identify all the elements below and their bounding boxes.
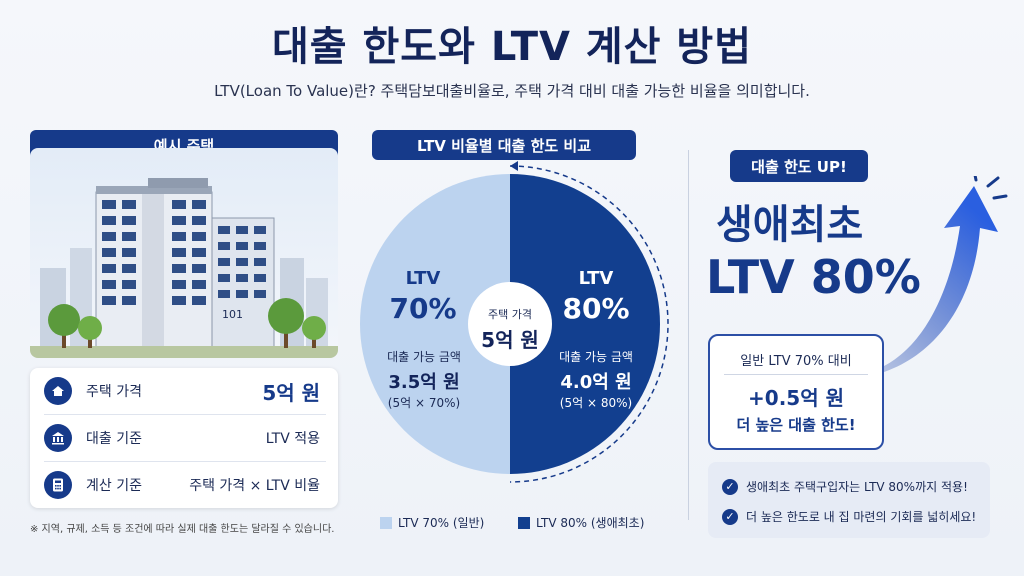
ltv80-formula: (5억 × 80%): [559, 396, 633, 410]
headline-ltv80: LTV 80%: [706, 250, 921, 304]
pie-half-70: [360, 174, 510, 474]
compare-value: +0.5억 원: [748, 386, 844, 410]
ltv80-label: LTV: [578, 268, 614, 289]
info-value: LTV 적용: [265, 431, 320, 447]
building-number: 101: [222, 308, 243, 321]
pie-half-80: [510, 174, 660, 474]
list-item: ✓ 생애최초 주택구입자는 LTV 80%까지 적용!: [722, 478, 968, 495]
center-label: 주택 가격: [488, 308, 532, 321]
legend-item-80: LTV 80% (생애최초): [518, 514, 644, 531]
pie-center: [468, 282, 552, 366]
up-arrow-icon: [870, 176, 1008, 376]
ltv70-pct: 70%: [389, 292, 457, 325]
ltv70-amount-label: 대출 가능 금액: [387, 350, 461, 364]
compare-title: 일반 LTV 70% 대비: [740, 354, 852, 369]
info-label: 주택 가격: [86, 384, 142, 400]
info-value: 주택 가격 × LTV 비율: [189, 478, 320, 494]
ltv-pie: [360, 161, 669, 483]
house-icon: [44, 377, 72, 405]
panel-divider: [688, 150, 689, 520]
info-row-calc: 계산 기준 주택 가격 × LTV 비율: [30, 462, 338, 508]
page-subtitle: LTV(Loan To Value)란? 주택담보대출비율로, 주택 가격 대비…: [214, 82, 810, 100]
ltv-compare-header: LTV 비율별 대출 한도 비교: [372, 130, 636, 160]
list-item: ✓ 더 높은 한도로 내 집 마련의 기회를 넓히세요!: [722, 508, 976, 525]
ltv70-label: LTV: [405, 268, 441, 289]
info-label: 계산 기준: [86, 478, 142, 494]
compare-sub: 더 높은 대출 한도!: [736, 416, 856, 434]
dashed-arc: [509, 165, 669, 483]
center-value: 5억 원: [481, 328, 539, 352]
ltv80-pct: 80%: [562, 292, 630, 325]
page-title: 대출 한도와 LTV 계산 방법: [271, 24, 752, 70]
ltv70-amount: 3.5억 원: [388, 372, 460, 393]
check-icon: ✓: [722, 478, 738, 495]
arrow-head-icon: [510, 161, 518, 171]
apartment-illustration: 101: [30, 148, 338, 358]
limit-up-badge: 대출 한도 UP!: [730, 150, 868, 182]
benefit-list: ✓ 생애최초 주택구입자는 LTV 80%까지 적용! ✓ 더 높은 한도로 내…: [708, 462, 990, 538]
headline-first-time: 생애최초: [716, 202, 864, 248]
info-row-basis: 대출 기준 LTV 적용: [30, 415, 338, 461]
ltv80-amount: 4.0억 원: [560, 372, 632, 393]
calculator-icon: [44, 471, 72, 499]
house-info-card: 주택 가격 5억 원 대출 기준 LTV 적용 계산 기준 주택 가격 × LT…: [30, 368, 338, 508]
check-icon: ✓: [722, 508, 738, 525]
ltv70-formula: (5억 × 70%): [387, 396, 461, 410]
compare-card: 일반 LTV 70% 대비 +0.5억 원 더 높은 대출 한도!: [708, 334, 884, 450]
info-label: 대출 기준: [86, 431, 142, 447]
legend-item-70: LTV 70% (일반): [380, 514, 484, 531]
info-value: 5억 원: [262, 380, 320, 405]
disclaimer-note: ※ 지역, 규제, 소득 등 조건에 따라 실제 대출 한도는 달라질 수 있습…: [30, 524, 335, 535]
ltv80-amount-label: 대출 가능 금액: [559, 350, 633, 364]
info-row-price: 주택 가격 5억 원: [30, 368, 338, 414]
bank-icon: [44, 424, 72, 452]
